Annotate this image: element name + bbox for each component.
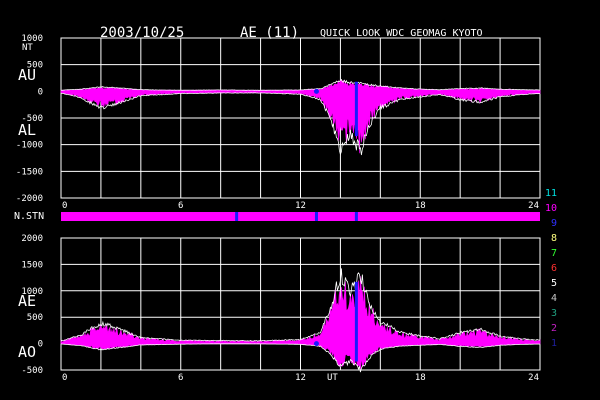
legend-station-4: 4 xyxy=(551,293,557,304)
legend-station-3: 3 xyxy=(551,308,557,319)
series-al-line xyxy=(60,92,541,156)
x-tick-label: 0 xyxy=(62,201,67,211)
y-tick-label: -1500 xyxy=(16,167,43,177)
marker-dot xyxy=(313,88,319,94)
series-label-al: AL xyxy=(18,121,36,139)
x-tick-label: 18 xyxy=(415,201,426,211)
series-label-au: AU xyxy=(18,66,36,84)
station-color-legend: 11 10 9 8 7 6 5 4 3 2 1 xyxy=(545,188,557,349)
legend-station-9: 9 xyxy=(551,218,557,229)
x-axis-label: UT xyxy=(327,373,338,383)
series-ae-line xyxy=(60,268,541,342)
y-tick-label: 2000 xyxy=(21,234,43,244)
x-tick-label: 6 xyxy=(178,373,183,383)
station-change-marker xyxy=(354,212,358,221)
unit-label: NT xyxy=(22,43,33,53)
y-tick-label: -2000 xyxy=(16,194,43,204)
station-count-bar xyxy=(61,212,540,221)
y-tick-label: 0 xyxy=(38,87,43,97)
chart-source: QUICK LOOK WDC GEOMAG KYOTO xyxy=(320,28,483,39)
legend-station-7: 7 xyxy=(551,248,557,259)
y-tick-label: 1000 xyxy=(21,34,43,44)
y-tick-label: 0 xyxy=(38,340,43,350)
y-tick-label: 500 xyxy=(27,313,43,323)
legend-station-5: 5 xyxy=(551,278,557,289)
legend-station-6: 6 xyxy=(551,263,557,274)
plot-frame xyxy=(60,237,541,371)
y-tick-label: 1000 xyxy=(21,287,43,297)
series-au-line xyxy=(60,78,540,91)
station-change-marker xyxy=(235,212,239,221)
x-tick-label: 0 xyxy=(62,373,67,383)
y-tick-label: 1500 xyxy=(21,260,43,270)
ae-ao-panel: AE AO 2000 1500 1000 500 0 -500 0 6 12 18 24 UT xyxy=(18,234,541,383)
x-tick-label: 24 xyxy=(528,373,539,383)
y-tick-label: -500 xyxy=(21,366,43,376)
legend-station-1: 1 xyxy=(551,338,557,349)
y-tick-label: -1000 xyxy=(16,141,43,151)
x-tick-label: 12 xyxy=(295,201,306,211)
marker-dot xyxy=(313,341,319,347)
x-tick-label: 18 xyxy=(415,373,426,383)
series-ao-line xyxy=(60,343,541,373)
chart-date: 2003/10/25 xyxy=(100,25,184,41)
series-label-ae: AE xyxy=(18,292,36,310)
legend-station-10: 10 xyxy=(545,203,557,214)
x-tick-label: 6 xyxy=(178,201,183,211)
plot-frame xyxy=(60,37,541,199)
x-tick-label: 24 xyxy=(528,201,539,211)
legend-station-11: 11 xyxy=(545,188,557,199)
station-change-marker xyxy=(314,212,318,221)
legend-station-8: 8 xyxy=(551,233,557,244)
y-tick-label: -500 xyxy=(21,114,43,124)
x-tick-label: 12 xyxy=(295,373,306,383)
legend-station-2: 2 xyxy=(551,323,557,334)
chart-index-title: AE (11) xyxy=(240,25,299,41)
y-tick-label: 500 xyxy=(27,61,43,71)
au-al-panel: NT AU AL 1000 500 0 -500 -1000 -1500 -2000 0 6 12… xyxy=(16,34,541,211)
series-label-ao: AO xyxy=(18,343,36,361)
station-count-strip: N.STN xyxy=(14,211,540,222)
station-label: N.STN xyxy=(14,211,44,222)
